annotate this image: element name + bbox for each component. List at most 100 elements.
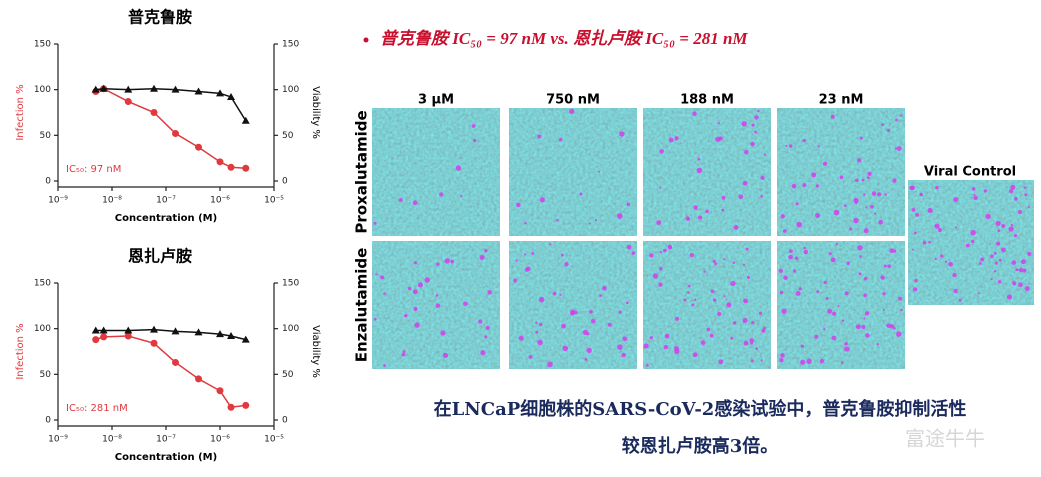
stain-dot xyxy=(830,257,836,263)
stain-dot xyxy=(547,361,553,368)
stain-dot xyxy=(710,289,715,294)
stain-dot xyxy=(726,302,732,308)
stain-dot xyxy=(694,298,697,301)
bullet xyxy=(363,37,369,43)
stain-dot xyxy=(528,354,533,359)
stain-dot xyxy=(524,267,529,272)
x-tick-label: 10⁻⁷ xyxy=(156,435,176,445)
stain-dot xyxy=(783,275,788,280)
marker xyxy=(241,116,250,124)
y-tick-label: 50 xyxy=(40,131,52,141)
x-tick-label: 10⁻⁹ xyxy=(48,435,68,445)
stain-dot xyxy=(487,290,492,295)
marker xyxy=(241,335,250,343)
stain-dot xyxy=(479,255,485,261)
marker xyxy=(150,84,159,92)
marker xyxy=(99,326,108,334)
stain-dot xyxy=(732,261,736,265)
stain-dot xyxy=(874,212,877,215)
stain-dot xyxy=(745,247,749,251)
stain-dot xyxy=(886,128,891,133)
micrograph-texture xyxy=(777,108,905,236)
stain-dot xyxy=(881,123,884,127)
stain-dot xyxy=(599,294,602,297)
stain-dot xyxy=(882,308,885,311)
stain-dot xyxy=(558,137,563,142)
stain-dot xyxy=(663,344,669,350)
stain-dot xyxy=(584,358,588,361)
stain-dot xyxy=(806,358,812,364)
marker xyxy=(194,328,203,336)
stain-dot xyxy=(516,202,521,208)
stain-dot xyxy=(802,138,806,143)
stain-dot xyxy=(743,298,748,304)
stain-dot xyxy=(1001,223,1006,228)
stain-dot xyxy=(559,293,562,296)
series-line xyxy=(95,335,246,409)
stain-dot xyxy=(948,261,954,267)
marker xyxy=(100,333,108,341)
stain-dot xyxy=(996,241,1001,246)
stain-dot xyxy=(791,183,797,189)
y-tick-label: 100 xyxy=(34,85,51,95)
stain-dot xyxy=(973,195,978,201)
stain-dot xyxy=(722,258,726,261)
stain-dot xyxy=(750,141,755,147)
stain-dot xyxy=(685,216,691,221)
stain-dot xyxy=(934,223,940,229)
stain-dot xyxy=(732,321,737,325)
stain-dot xyxy=(760,175,765,180)
stain-dot xyxy=(383,364,386,367)
stain-dot xyxy=(538,296,545,303)
stain-dot xyxy=(621,352,626,358)
column-label: 750 nM xyxy=(546,93,600,108)
stain-dot xyxy=(861,178,865,182)
stain-dot xyxy=(882,292,886,296)
marker xyxy=(227,331,236,339)
stain-dot xyxy=(531,252,535,256)
stain-dot xyxy=(843,204,847,208)
marker xyxy=(91,85,100,93)
y-tick-label: 150 xyxy=(34,40,51,50)
stain-dot xyxy=(980,257,985,262)
stain-dot xyxy=(435,303,441,308)
y2-tick-label: 50 xyxy=(282,370,294,380)
stain-dot xyxy=(855,178,859,183)
stain-dot xyxy=(922,240,927,245)
stain-dot xyxy=(815,184,820,188)
caption: 在LNCaP细胞株的SARS-CoV-2感染试验中，普克鲁胺抑制活性 xyxy=(434,398,967,420)
stain-dot xyxy=(738,194,744,200)
stain-dot xyxy=(687,284,691,288)
stain-dot xyxy=(444,258,450,264)
stain-dot xyxy=(863,293,867,298)
stain-dot xyxy=(626,301,629,305)
image-panel: 3 μM 750 nM 188 nM 23 nM Proxalutamide Enzalu… xyxy=(353,93,1034,369)
y-tick-label: 150 xyxy=(34,279,51,289)
stain-dot xyxy=(602,285,607,291)
stain-dot xyxy=(794,256,799,261)
stain-dot xyxy=(795,291,801,296)
stain-dot xyxy=(858,272,862,276)
marker xyxy=(194,87,203,95)
stain-dot xyxy=(788,249,793,254)
stain-dot xyxy=(865,333,870,338)
stain-dot xyxy=(412,289,418,295)
y-tick-label: 0 xyxy=(45,177,51,187)
stain-dot xyxy=(691,303,695,307)
stain-dot xyxy=(626,244,632,250)
series-line xyxy=(95,88,247,122)
stain-dot xyxy=(817,145,820,148)
stain-dot xyxy=(589,309,593,314)
stain-dot xyxy=(407,286,412,291)
stain-dot xyxy=(1024,193,1028,197)
stain-dot xyxy=(1022,268,1027,273)
stain-dot xyxy=(883,264,887,268)
stain-dot xyxy=(855,324,861,330)
stain-dot xyxy=(513,278,518,283)
x-tick-label: 10⁻⁶ xyxy=(210,196,230,206)
stain-dot xyxy=(825,296,829,300)
stain-dot xyxy=(598,170,601,173)
stain-dot xyxy=(970,229,976,236)
stain-dot xyxy=(723,295,726,298)
marker xyxy=(124,326,133,334)
